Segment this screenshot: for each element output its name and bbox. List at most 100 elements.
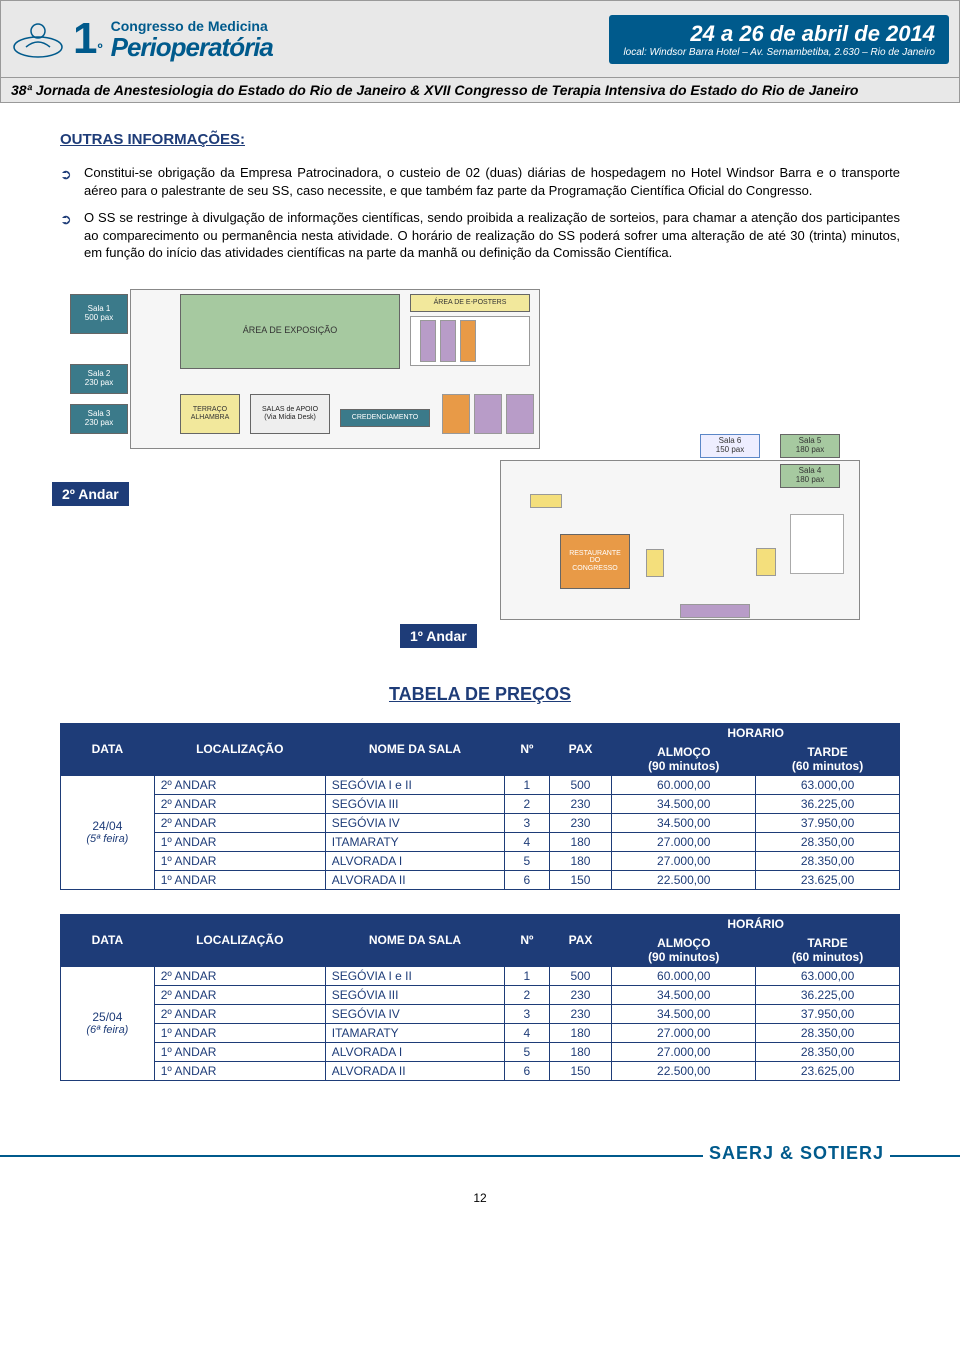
cell-n: 4 xyxy=(505,1023,549,1042)
decor-block-orange xyxy=(460,320,476,362)
cell-nome: ALVORADA I xyxy=(325,1042,504,1061)
cell-nome: ALVORADA II xyxy=(325,1061,504,1080)
cell-almoco: 60.000,00 xyxy=(612,966,756,985)
decor-block-purple xyxy=(680,604,750,618)
cell-tarde: 28.350,00 xyxy=(756,851,900,870)
table-row: 1º ANDARALVORADA II615022.500,0023.625,0… xyxy=(61,870,900,889)
page-number: 12 xyxy=(0,1191,960,1205)
cell-pax: 500 xyxy=(549,775,612,794)
cell-loc: 2º ANDAR xyxy=(154,966,325,985)
cell-almoco: 27.000,00 xyxy=(612,1023,756,1042)
cell-tarde: 28.350,00 xyxy=(756,832,900,851)
col-nome: NOME DA SALA xyxy=(325,914,504,966)
price-table-2: DATA LOCALIZAÇÃO NOME DA SALA Nº PAX HOR… xyxy=(60,914,900,1081)
cell-almoco: 22.500,00 xyxy=(612,870,756,889)
room-label: TERRAÇO ALHAMBRA xyxy=(191,406,230,421)
room-label: RESTAURANTE DO CONGRESSO xyxy=(569,550,621,573)
room-label: ÁREA DE E-POSTERS xyxy=(434,299,507,307)
event-dates: 24 a 26 de abril de 2014 xyxy=(623,21,935,47)
cell-n: 2 xyxy=(505,985,549,1004)
banner-title-block: Congresso de Medicina Perioperatória xyxy=(111,18,273,60)
content-area: OUTRAS INFORMAÇÕES: Constitui-se obrigaç… xyxy=(0,103,960,1125)
price-table-1: DATA LOCALIZAÇÃO NOME DA SALA Nº PAX HOR… xyxy=(60,723,900,890)
cell-pax: 180 xyxy=(549,1042,612,1061)
cell-pax: 230 xyxy=(549,794,612,813)
cell-loc: 2º ANDAR xyxy=(154,775,325,794)
floor1-label: 1º Andar xyxy=(400,624,477,648)
floor1-plan: Sala 6 150 pax Sala 5 180 pax Sala 4 180… xyxy=(500,434,880,644)
cell-n: 5 xyxy=(505,1042,549,1061)
cell-nome: SEGÓVIA III xyxy=(325,985,504,1004)
cell-tarde: 37.950,00 xyxy=(756,813,900,832)
col-pax: PAX xyxy=(549,723,612,775)
date-cell: 25/04(6ª feira) xyxy=(61,966,155,1080)
room-credenciamento: CREDENCIAMENTO xyxy=(340,409,430,427)
cell-pax: 230 xyxy=(549,813,612,832)
cell-tarde: 28.350,00 xyxy=(756,1042,900,1061)
decor-block-purple xyxy=(440,320,456,362)
cell-loc: 2º ANDAR xyxy=(154,813,325,832)
banner-dates-box: 24 a 26 de abril de 2014 local: Windsor … xyxy=(609,15,949,64)
cell-nome: SEGÓVIA I e II xyxy=(325,966,504,985)
col-nome: NOME DA SALA xyxy=(325,723,504,775)
floorplan-area: Sala 1 500 pax Sala 2 230 pax Sala 3 230… xyxy=(60,284,900,654)
col-almoco: ALMOÇO (90 minutos) xyxy=(612,742,756,775)
room-eposters: ÁREA DE E-POSTERS xyxy=(410,294,530,312)
decor-block xyxy=(474,394,502,434)
date-cell: 24/04(5ª feira) xyxy=(61,775,155,889)
room-label: Sala 3 230 pax xyxy=(85,410,113,428)
decor-block-yellow xyxy=(756,548,776,576)
cell-tarde: 23.625,00 xyxy=(756,1061,900,1080)
bullet-item: Constitui-se obrigação da Empresa Patroc… xyxy=(84,164,900,199)
decor-block xyxy=(790,514,844,574)
table-row: 24/04(5ª feira)2º ANDARSEGÓVIA I e II150… xyxy=(61,775,900,794)
cell-loc: 2º ANDAR xyxy=(154,985,325,1004)
cell-nome: ALVORADA I xyxy=(325,851,504,870)
cell-nome: ITAMARATY xyxy=(325,1023,504,1042)
room-label: SALAS de APOIO (Via Mídia Desk) xyxy=(262,406,318,421)
col-pax: PAX xyxy=(549,914,612,966)
cell-almoco: 34.500,00 xyxy=(612,794,756,813)
room-label: ÁREA DE EXPOSIÇÃO xyxy=(243,326,338,336)
table-row: 2º ANDARSEGÓVIA III223034.500,0036.225,0… xyxy=(61,985,900,1004)
cell-loc: 1º ANDAR xyxy=(154,1061,325,1080)
cell-tarde: 23.625,00 xyxy=(756,870,900,889)
room-label: Sala 4 180 pax xyxy=(796,467,824,485)
table-row: 1º ANDARALVORADA I518027.000,0028.350,00 xyxy=(61,1042,900,1061)
col-tarde: TARDE (60 minutos) xyxy=(756,933,900,966)
cell-pax: 180 xyxy=(549,1023,612,1042)
cell-almoco: 22.500,00 xyxy=(612,1061,756,1080)
col-data: DATA xyxy=(61,723,155,775)
cell-tarde: 36.225,00 xyxy=(756,794,900,813)
cell-n: 4 xyxy=(505,832,549,851)
room-sala5: Sala 5 180 pax xyxy=(780,434,840,458)
cell-nome: ALVORADA II xyxy=(325,870,504,889)
cell-pax: 230 xyxy=(549,985,612,1004)
cell-almoco: 27.000,00 xyxy=(612,851,756,870)
cell-n: 1 xyxy=(505,966,549,985)
room-sala1: Sala 1 500 pax xyxy=(70,294,128,334)
col-horario: HORARIO xyxy=(612,723,900,742)
cell-nome: ITAMARATY xyxy=(325,832,504,851)
cell-n: 5 xyxy=(505,851,549,870)
cell-nome: SEGÓVIA III xyxy=(325,794,504,813)
col-loc: LOCALIZAÇÃO xyxy=(154,914,325,966)
cell-nome: SEGÓVIA IV xyxy=(325,813,504,832)
col-num: Nº xyxy=(505,723,549,775)
cell-tarde: 36.225,00 xyxy=(756,985,900,1004)
cell-pax: 180 xyxy=(549,851,612,870)
cell-loc: 1º ANDAR xyxy=(154,870,325,889)
ordinal-badge: 1 º xyxy=(73,17,103,61)
cell-n: 3 xyxy=(505,1004,549,1023)
col-almoco: ALMOÇO (90 minutos) xyxy=(612,933,756,966)
decor-block-yellow xyxy=(530,494,562,508)
room-apoio: SALAS de APOIO (Via Mídia Desk) xyxy=(250,394,330,434)
room-label: Sala 2 230 pax xyxy=(85,370,113,388)
header-banner: 1 º Congresso de Medicina Perioperatória… xyxy=(0,0,960,78)
cell-loc: 2º ANDAR xyxy=(154,794,325,813)
table-row: 1º ANDARALVORADA II615022.500,0023.625,0… xyxy=(61,1061,900,1080)
banner-title-line2: Perioperatória xyxy=(111,34,273,60)
floor2-plan: Sala 1 500 pax Sala 2 230 pax Sala 3 230… xyxy=(60,284,560,504)
cell-tarde: 28.350,00 xyxy=(756,1023,900,1042)
room-restaurante: RESTAURANTE DO CONGRESSO xyxy=(560,534,630,589)
